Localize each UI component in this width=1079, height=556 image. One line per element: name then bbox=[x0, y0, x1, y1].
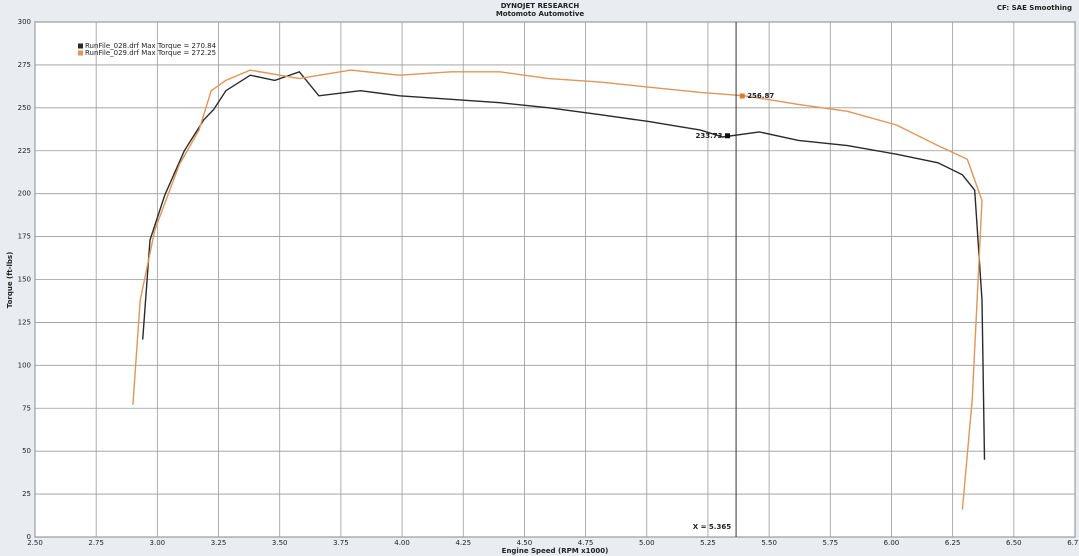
x-tick-label: 4.75 bbox=[578, 539, 594, 547]
y-tick-label: 0 bbox=[27, 533, 31, 541]
corner-note: CF: SAE Smoothing bbox=[997, 4, 1072, 12]
x-tick-label: 6.00 bbox=[884, 539, 900, 547]
marker-label: 256.87 bbox=[747, 92, 774, 100]
y-axis-label: Torque (ft-lbs) bbox=[6, 252, 14, 309]
x-tick-label: 4.00 bbox=[394, 539, 410, 547]
x-tick-label: 3.50 bbox=[272, 539, 288, 547]
y-tick-label: 175 bbox=[18, 233, 31, 241]
legend-swatch bbox=[78, 50, 83, 56]
x-tick-label: 4.25 bbox=[455, 539, 471, 547]
y-tick-label: 50 bbox=[22, 447, 31, 455]
x-tick-label: 2.75 bbox=[88, 539, 104, 547]
y-tick-label: 75 bbox=[22, 404, 31, 412]
x-tick-label: 5.50 bbox=[761, 539, 777, 547]
y-tick-label: 275 bbox=[18, 61, 31, 69]
legend-swatch bbox=[78, 43, 83, 49]
y-tick-label: 25 bbox=[22, 490, 31, 498]
x-tick-label: 6.50 bbox=[1006, 539, 1022, 547]
y-tick-label: 100 bbox=[18, 361, 31, 369]
y-tick-label: 250 bbox=[18, 104, 31, 112]
x-tick-label: 5.00 bbox=[639, 539, 655, 547]
x-tick-label: 6.25 bbox=[945, 539, 961, 547]
marker-label: 233.73 bbox=[696, 132, 723, 140]
chart-title: DYNOJET RESEARCH bbox=[501, 2, 580, 10]
x-tick-label: 3.75 bbox=[333, 539, 349, 547]
legend-label: RunFile_029.drf Max Torque = 272.25 bbox=[85, 49, 216, 57]
y-tick-label: 300 bbox=[18, 18, 31, 26]
x-tick-label: 6.75 bbox=[1067, 539, 1079, 547]
marker bbox=[725, 133, 731, 139]
x-axis-label: Engine Speed (RPM x1000) bbox=[502, 547, 609, 555]
x-tick-label: 3.25 bbox=[211, 539, 227, 547]
y-tick-label: 125 bbox=[18, 318, 31, 326]
marker bbox=[739, 93, 745, 99]
cursor-label: X = 5.365 bbox=[693, 523, 731, 531]
series-line bbox=[132, 69, 983, 510]
x-tick-label: 5.75 bbox=[822, 539, 838, 547]
legend-label: RunFile_028.drf Max Torque = 270.84 bbox=[85, 42, 217, 50]
x-tick-label: 4.50 bbox=[517, 539, 533, 547]
chart-subtitle: Motomoto Automotive bbox=[496, 10, 585, 18]
x-tick-label: 2.50 bbox=[27, 539, 43, 547]
y-tick-label: 225 bbox=[18, 147, 31, 155]
y-tick-label: 200 bbox=[18, 190, 31, 198]
x-tick-label: 3.00 bbox=[150, 539, 166, 547]
series-line bbox=[142, 70, 986, 460]
y-tick-label: 150 bbox=[18, 276, 31, 284]
x-tick-label: 5.25 bbox=[700, 539, 716, 547]
